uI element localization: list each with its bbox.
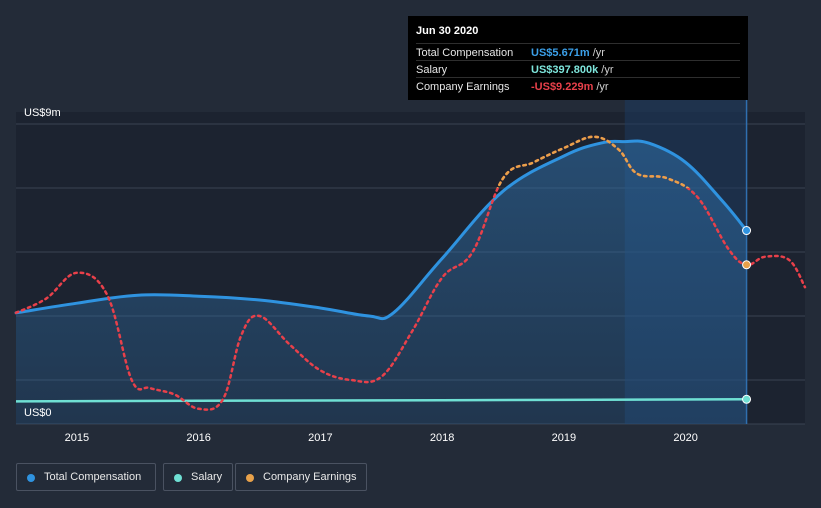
- tooltip-row-total-compensation: Total Compensation US$5.671m/yr: [416, 43, 740, 61]
- x-tick-label: 2016: [186, 432, 210, 444]
- line-layer: [14, 135, 807, 411]
- area-layer: [16, 141, 747, 424]
- chart-tooltip: Jun 30 2020 Total Compensation US$5.671m…: [408, 16, 748, 100]
- x-tick-label: 2018: [430, 432, 454, 444]
- tooltip-unit: /yr: [596, 81, 609, 93]
- tooltip-value: US$397.800k/yr: [531, 64, 614, 76]
- company-earnings-line: [14, 135, 807, 411]
- salary-marker: [742, 394, 752, 404]
- x-tick-label: 2015: [65, 432, 89, 444]
- legend-item-total-compensation[interactable]: Total Compensation: [16, 463, 156, 491]
- y-axis-top-label: US$9m: [24, 107, 61, 119]
- legend-dot-icon: [246, 474, 254, 482]
- tooltip-row-salary: Salary US$397.800k/yr: [416, 60, 740, 78]
- y-axis-bottom-label: US$0: [24, 407, 52, 419]
- tooltip-value-text: US$5.671m: [531, 47, 590, 59]
- tooltip-value: US$5.671m/yr: [531, 47, 605, 59]
- legend-item-salary[interactable]: Salary: [163, 463, 233, 491]
- tooltip-value-text: US$397.800k: [531, 64, 599, 76]
- tooltip-value: -US$9.229m/yr: [531, 81, 609, 93]
- markers: [742, 226, 752, 404]
- legend-dot-icon: [27, 474, 35, 482]
- total-compensation-line: [14, 139, 749, 321]
- tooltip-label: Total Compensation: [416, 47, 514, 59]
- salary-line: [15, 398, 747, 403]
- tooltip-unit: /yr: [601, 64, 614, 76]
- tooltip-date: Jun 30 2020: [416, 25, 479, 37]
- legend-label: Company Earnings: [263, 471, 357, 483]
- tooltip-unit: /yr: [592, 47, 605, 59]
- total-compensation-marker: [742, 226, 752, 236]
- x-axis: 2015 2016 2017 2018 2019 2020: [65, 432, 698, 444]
- company-earnings-marker: [742, 260, 752, 270]
- legend-label: Total Compensation: [44, 471, 142, 483]
- tooltip-value-text: -US$9.229m: [531, 81, 594, 93]
- tooltip-label: Company Earnings: [416, 81, 510, 93]
- legend-label: Salary: [191, 471, 223, 483]
- tooltip-label: Salary: [416, 64, 448, 76]
- x-tick-label: 2019: [552, 432, 576, 444]
- legend-dot-icon: [174, 474, 182, 482]
- tooltip-row-company-earnings: Company Earnings -US$9.229m/yr: [416, 77, 740, 95]
- legend-item-company-earnings[interactable]: Company Earnings: [235, 463, 367, 491]
- x-tick-label: 2020: [673, 432, 697, 444]
- x-tick-label: 2017: [308, 432, 332, 444]
- total-compensation-area: [16, 141, 747, 424]
